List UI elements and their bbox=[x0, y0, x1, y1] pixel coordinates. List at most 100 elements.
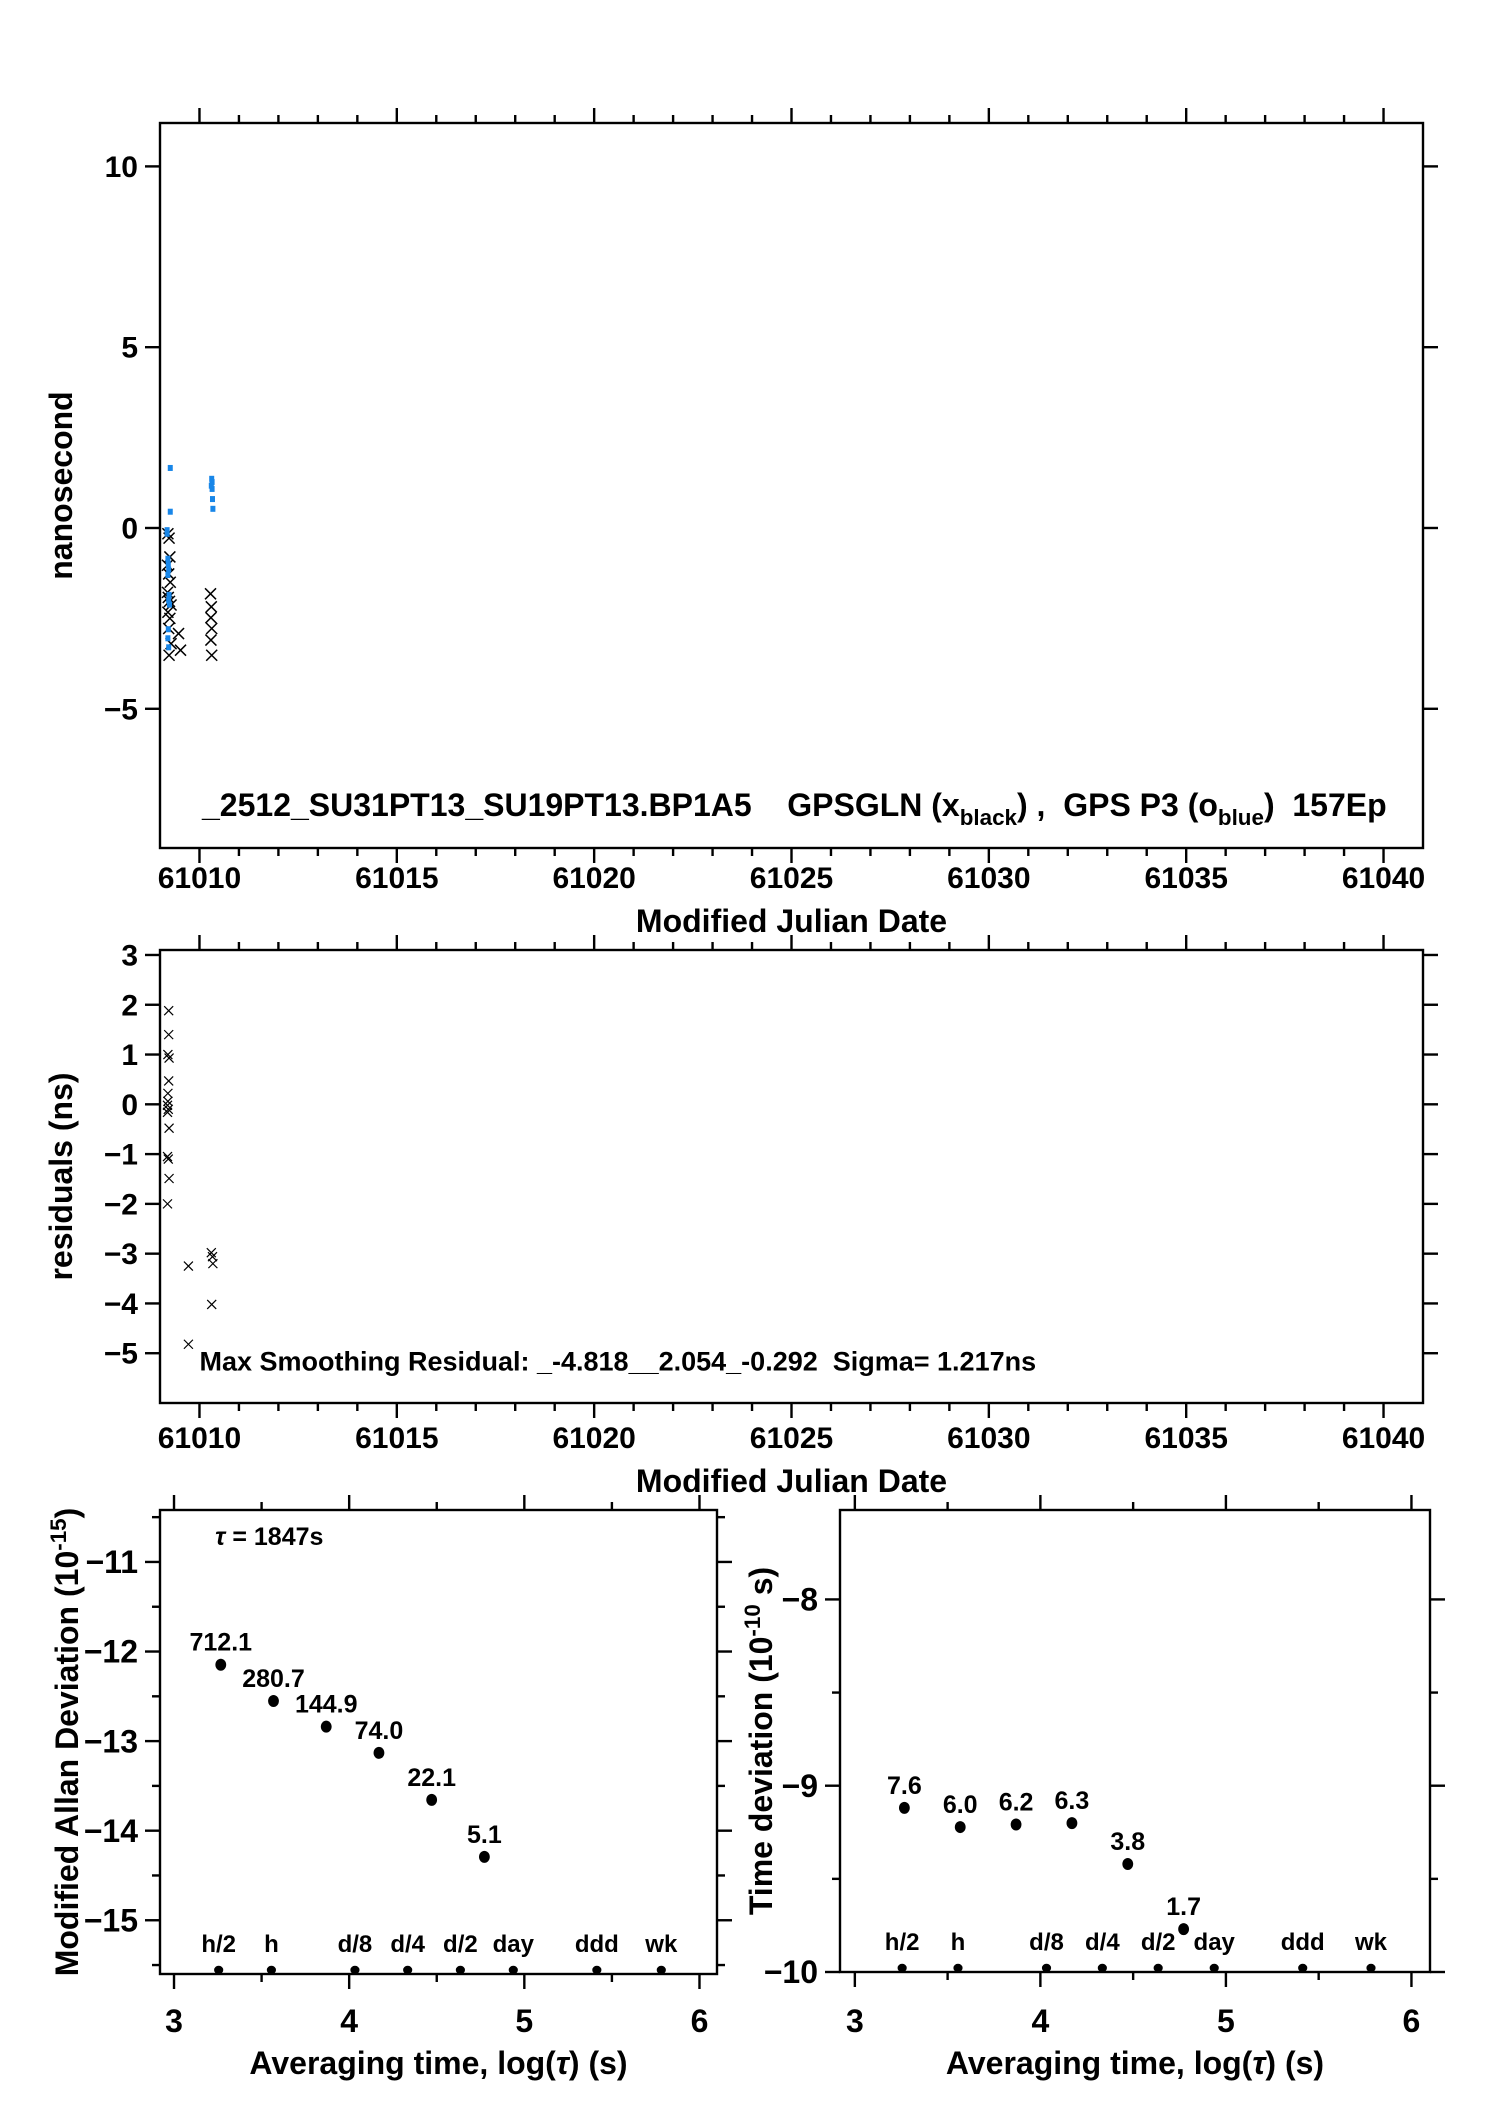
data-point-square bbox=[165, 555, 171, 562]
data-point-dot bbox=[426, 1793, 438, 1806]
data-point-dot bbox=[478, 1850, 490, 1863]
smoothing-residuals-panel: 61010 61015 61020 61025 61030 61035 61040 3 2 1 0 −… bbox=[43, 935, 1438, 1499]
category-label: d/2 bbox=[443, 1931, 478, 1958]
y-tick-label: −2 bbox=[104, 1188, 138, 1221]
data-point-square bbox=[167, 508, 173, 515]
data-point-x bbox=[163, 1029, 174, 1040]
data-point-x bbox=[162, 1198, 173, 1209]
data-point-x bbox=[163, 612, 176, 625]
y-tick-label: 10 bbox=[105, 151, 138, 184]
x-tick-label: 61020 bbox=[552, 862, 635, 895]
data-point-value-label: 7.6 bbox=[887, 1772, 922, 1800]
y-tick-label: −5 bbox=[104, 693, 138, 726]
y-axis-title: Time deviation (10-10 s) bbox=[740, 1567, 779, 1915]
y-tick-label: 3 bbox=[121, 939, 138, 972]
data-point-x bbox=[162, 1096, 173, 1107]
data-point-value-label: 6.0 bbox=[943, 1791, 978, 1819]
category-label: wk bbox=[644, 1931, 678, 1958]
data-point-x bbox=[164, 1123, 175, 1134]
category-dot bbox=[403, 1965, 413, 1975]
plot-frame bbox=[158, 948, 1425, 1405]
data-point-value-label: 6.2 bbox=[999, 1788, 1034, 1816]
y-tick-label: −4 bbox=[104, 1288, 139, 1321]
x-axis-title: Averaging time, log(τ) (s) bbox=[249, 2045, 627, 2081]
y-tick-label: −11 bbox=[85, 1544, 138, 1580]
category-label: h bbox=[264, 1931, 279, 1958]
y-axis-title: Modified Allan Deviation (10-15) bbox=[46, 1508, 85, 1977]
data-point-square bbox=[165, 635, 171, 642]
data-point-dot bbox=[268, 1694, 279, 1707]
category-dot bbox=[1366, 1963, 1376, 1973]
x-tick-label: 6 bbox=[691, 2003, 709, 2039]
y-axis-title: nanosecond bbox=[43, 391, 79, 579]
x-tick-label: 6 bbox=[1403, 2003, 1421, 2039]
x-tick-label: 61030 bbox=[947, 1422, 1030, 1455]
category-dot bbox=[1097, 1963, 1107, 1973]
data-point-square bbox=[166, 644, 172, 651]
time-deviation-panel: 3 4 5 6 −8 −9 −10 7.6 6.0 6.2 6.3 3.8 1.7 h/2 h d/8 d/4 d… bbox=[740, 1495, 1445, 2081]
data-point-x bbox=[204, 587, 217, 600]
data-point-square bbox=[166, 601, 172, 608]
category-label: day bbox=[1194, 1929, 1236, 1956]
x-tick-label: 61030 bbox=[947, 862, 1030, 895]
category-label: d/4 bbox=[1085, 1929, 1120, 1956]
x-axis-title: Averaging time, log(τ) (s) bbox=[946, 2045, 1324, 2081]
category-label: d/8 bbox=[1029, 1929, 1064, 1956]
data-point-dot bbox=[320, 1720, 332, 1733]
y-tick-label: 5 bbox=[121, 332, 138, 365]
data-point-dot bbox=[373, 1746, 385, 1759]
category-dot bbox=[508, 1965, 518, 1975]
data-point-value-label: 280.7 bbox=[242, 1665, 305, 1693]
category-dot bbox=[1041, 1963, 1052, 1973]
data-point-x bbox=[163, 1104, 174, 1115]
data-point-x bbox=[162, 1107, 173, 1118]
data-point-dot bbox=[898, 1801, 910, 1814]
category-dot bbox=[656, 1965, 666, 1975]
data-point-dot bbox=[954, 1821, 966, 1834]
data-point-value-label: 74.0 bbox=[355, 1717, 404, 1745]
category-label: wk bbox=[1354, 1929, 1388, 1956]
y-tick-label: −14 bbox=[84, 1813, 138, 1849]
category-label: d/8 bbox=[338, 1931, 373, 1958]
x-tick-label: 61025 bbox=[750, 1422, 833, 1455]
data-point-x bbox=[163, 1075, 174, 1086]
data-point-square bbox=[209, 475, 215, 482]
x-tick-label: 3 bbox=[165, 2003, 183, 2039]
data-point-square bbox=[166, 566, 172, 573]
x-tick-label: 61035 bbox=[1144, 862, 1227, 895]
data-point-x bbox=[162, 1088, 173, 1099]
y-tick-label: −1 bbox=[104, 1139, 138, 1172]
data-point-x bbox=[206, 1299, 217, 1310]
data-point-square bbox=[166, 591, 172, 598]
category-label: h/2 bbox=[201, 1931, 236, 1958]
data-point-square bbox=[167, 464, 173, 471]
y-tick-label: −12 bbox=[84, 1634, 138, 1670]
y-tick-label: 0 bbox=[121, 1089, 138, 1122]
category-label: h/2 bbox=[885, 1929, 920, 1956]
time-differences-panel: 61010 61015 61020 61025 61030 61035 61040 −5 0 5 1… bbox=[43, 108, 1438, 939]
x-tick-label: 4 bbox=[1031, 2003, 1049, 2039]
y-tick-label: −10 bbox=[764, 1954, 818, 1990]
data-point-x bbox=[205, 622, 218, 635]
data-point-dot bbox=[215, 1658, 227, 1671]
category-dot bbox=[350, 1965, 360, 1975]
data-point-x bbox=[163, 649, 176, 662]
data-point-value-label: 1.7 bbox=[1166, 1893, 1201, 1921]
panel-annotation: Max Smoothing Residual: _-4.818__2.054_-… bbox=[199, 1347, 1036, 1377]
x-tick-label: 61035 bbox=[1144, 1422, 1227, 1455]
y-tick-label: 1 bbox=[121, 1039, 138, 1072]
data-point-square bbox=[164, 530, 170, 537]
modified-allan-deviation-panel: 3 4 5 6 −11 −12 −13 −14 −15 712.1 280.7144.974.022… bbox=[46, 1495, 732, 2081]
y-tick-label: −3 bbox=[104, 1238, 138, 1271]
category-label: ddd bbox=[1281, 1929, 1325, 1956]
data-point-square bbox=[165, 561, 171, 568]
y-tick-label: −8 bbox=[782, 1582, 818, 1618]
x-tick-label: 61040 bbox=[1342, 1422, 1425, 1455]
data-point-value-label: 712.1 bbox=[189, 1629, 252, 1657]
data-point-dot bbox=[1178, 1923, 1190, 1936]
category-dot bbox=[266, 1965, 276, 1975]
data-point-dot bbox=[1122, 1857, 1134, 1870]
data-point-x bbox=[204, 634, 217, 647]
data-point-square bbox=[166, 597, 172, 604]
